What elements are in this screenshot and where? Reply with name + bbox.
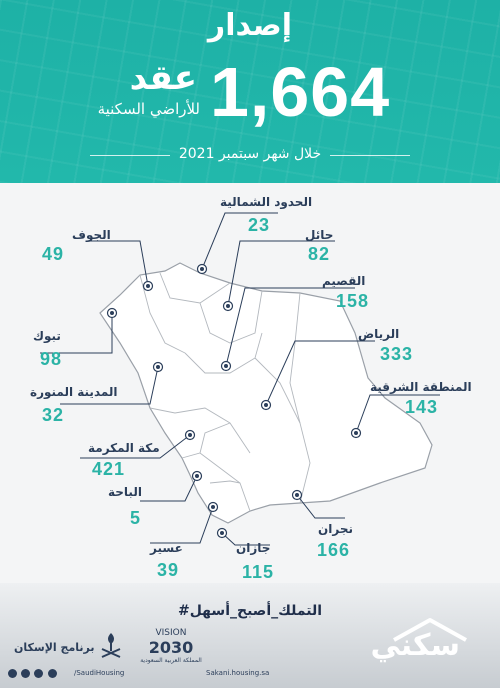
twitter-icon[interactable] [8, 669, 17, 678]
marker-najran [291, 489, 303, 501]
saudi-emblem-icon [101, 633, 121, 658]
region-value-baha: 5 [130, 508, 142, 528]
region-name-hail: حائل [305, 228, 334, 242]
region-name-riyadh: الرياض [358, 327, 400, 341]
region-value-riyadh: 333 [380, 344, 414, 364]
vision-year: 2030 [148, 638, 194, 657]
period-divider-left [90, 155, 170, 156]
header-banner: إصدار 1,664 عقد للأراضي السكنية خلال شهر… [0, 0, 500, 183]
marker-tabuk [106, 307, 118, 319]
marker-asir [207, 501, 219, 513]
region-markers [106, 263, 362, 539]
contract-word: عقد [129, 58, 197, 98]
header-texture [0, 0, 500, 183]
region-name-qassim: القصيم [322, 274, 366, 288]
marker-madinah [152, 361, 164, 373]
social-handle[interactable]: /SaudiHousing [74, 669, 125, 677]
region-name-jazan: جازان [236, 541, 271, 555]
region-name-najran: نجران [318, 522, 353, 536]
region-value-qassim: 158 [336, 291, 370, 311]
region-value-tabuk: 98 [40, 349, 63, 369]
region-name-baha: الباحة [108, 485, 142, 499]
social-icons [8, 669, 59, 680]
region-name-madinah: المدينة المنورة [30, 385, 118, 399]
marker-jouf [142, 280, 154, 292]
period-text: خلال شهر سبتمبر 2021 [178, 146, 322, 162]
housing-program-label: برنامج الإسكان [14, 641, 95, 654]
marker-riyadh [260, 399, 272, 411]
period-divider-right [330, 155, 410, 156]
marker-eastern [350, 427, 362, 439]
region-borders [139, 272, 311, 512]
snapchat-icon[interactable] [47, 669, 57, 678]
footer: #التملك_أصبح_أسهل سكني VISION 2030 الممل… [0, 583, 500, 688]
region-name-tabuk: تبوك [33, 329, 61, 343]
header-title: إصدار [207, 8, 293, 43]
region-name-jouf: الجوف [72, 228, 111, 242]
region-value-madinah: 32 [42, 405, 65, 425]
region-value-makkah: 421 [92, 459, 126, 479]
region-value-northern-borders: 23 [248, 215, 271, 235]
vision-2030-logo: VISION 2030 المملكة العربية السعودية [140, 628, 202, 670]
sakani-roof-icon [393, 618, 467, 642]
region-value-asir: 39 [157, 560, 180, 580]
marker-jazan [216, 527, 228, 539]
youtube-icon[interactable] [34, 669, 44, 678]
instagram-icon[interactable] [21, 669, 31, 678]
contracts-count: 1,664 [210, 53, 391, 131]
saudi-map [40, 212, 440, 546]
region-name-northern-borders: الحدود الشمالية [220, 195, 313, 209]
region-name-makkah: مكة المكرمة [88, 441, 160, 455]
leader-lines [40, 212, 440, 546]
sakani-logo: سكني [370, 628, 460, 663]
website-link[interactable]: Sakani.housing.sa [206, 669, 270, 677]
vision-label: VISION [155, 628, 187, 638]
marker-baha [191, 470, 203, 482]
contract-subtitle: للأراضي السكنية [97, 100, 200, 118]
region-name-asir: عسير [150, 541, 183, 555]
hashtag[interactable]: #التملك_أصبح_أسهل [177, 603, 323, 619]
region-value-eastern: 143 [405, 397, 439, 417]
region-value-jouf: 49 [42, 244, 65, 264]
vision-subtitle: المملكة العربية السعودية [140, 657, 202, 664]
region-value-najran: 166 [317, 540, 351, 560]
marker-qassim [220, 360, 232, 372]
region-value-jazan: 115 [242, 562, 275, 582]
marker-makkah [184, 429, 196, 441]
marker-hail [222, 300, 234, 312]
region-value-hail: 82 [308, 244, 331, 264]
region-name-eastern: المنطقة الشرقية [370, 380, 472, 394]
marker-northern-borders [196, 263, 208, 275]
